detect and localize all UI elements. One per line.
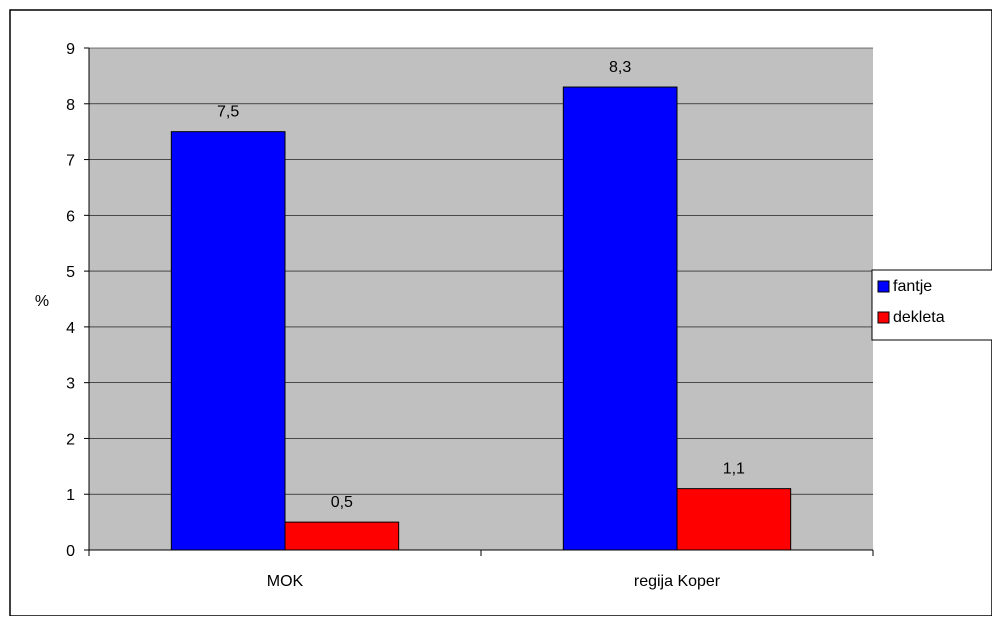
bar-dekleta-1 xyxy=(676,488,792,551)
bar-dekleta-0 xyxy=(284,521,400,551)
y-tick-label: 9 xyxy=(66,41,75,58)
y-tick-label: 1 xyxy=(66,487,75,504)
y-tick-label: 8 xyxy=(66,97,75,114)
data-label: 1,1 xyxy=(723,461,745,478)
data-label: 0,5 xyxy=(331,494,353,511)
bar-fantje-0 xyxy=(170,131,286,551)
legend-swatch-fantje xyxy=(877,280,890,293)
x-tick-label: MOK xyxy=(267,573,304,590)
bar-fantje-1 xyxy=(562,86,678,551)
x-tick-label: regija Koper xyxy=(634,573,721,590)
y-tick-label: 2 xyxy=(66,431,75,448)
axes: 0 1 2 3 4 5 6 7 8 9 MOK regija Koper xyxy=(66,41,874,590)
legend-swatch-dekleta xyxy=(877,311,890,324)
legend-label-dekleta: dekleta xyxy=(893,309,945,326)
y-tick-label: 4 xyxy=(66,320,75,337)
y-axis-label: % xyxy=(35,293,49,310)
legend-box xyxy=(871,269,992,341)
y-tick-label: 7 xyxy=(66,153,75,170)
y-tick-label: 5 xyxy=(66,264,75,281)
data-label: 8,3 xyxy=(609,59,631,76)
y-tick-label: 3 xyxy=(66,376,75,393)
bars: 7,5 0,5 8,3 1,1 xyxy=(170,59,792,551)
y-tick-label: 6 xyxy=(66,208,75,225)
legend: fantje dekleta xyxy=(871,269,992,341)
legend-label-fantje: fantje xyxy=(893,278,932,295)
y-tick-label: 0 xyxy=(66,543,75,560)
data-label: 7,5 xyxy=(217,104,239,121)
